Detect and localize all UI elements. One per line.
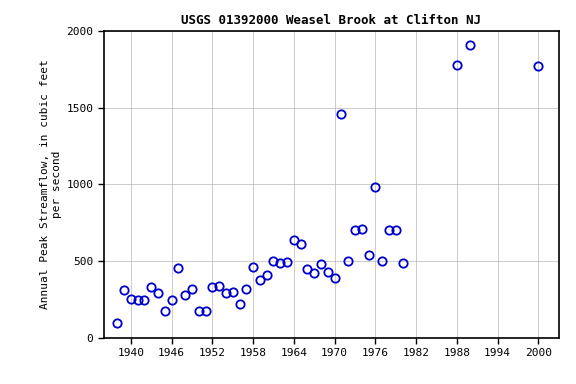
Y-axis label: Annual Peak Streamflow, in cubic feet
per second: Annual Peak Streamflow, in cubic feet pe… — [40, 60, 62, 309]
Title: USGS 01392000 Weasel Brook at Clifton NJ: USGS 01392000 Weasel Brook at Clifton NJ — [181, 14, 481, 27]
